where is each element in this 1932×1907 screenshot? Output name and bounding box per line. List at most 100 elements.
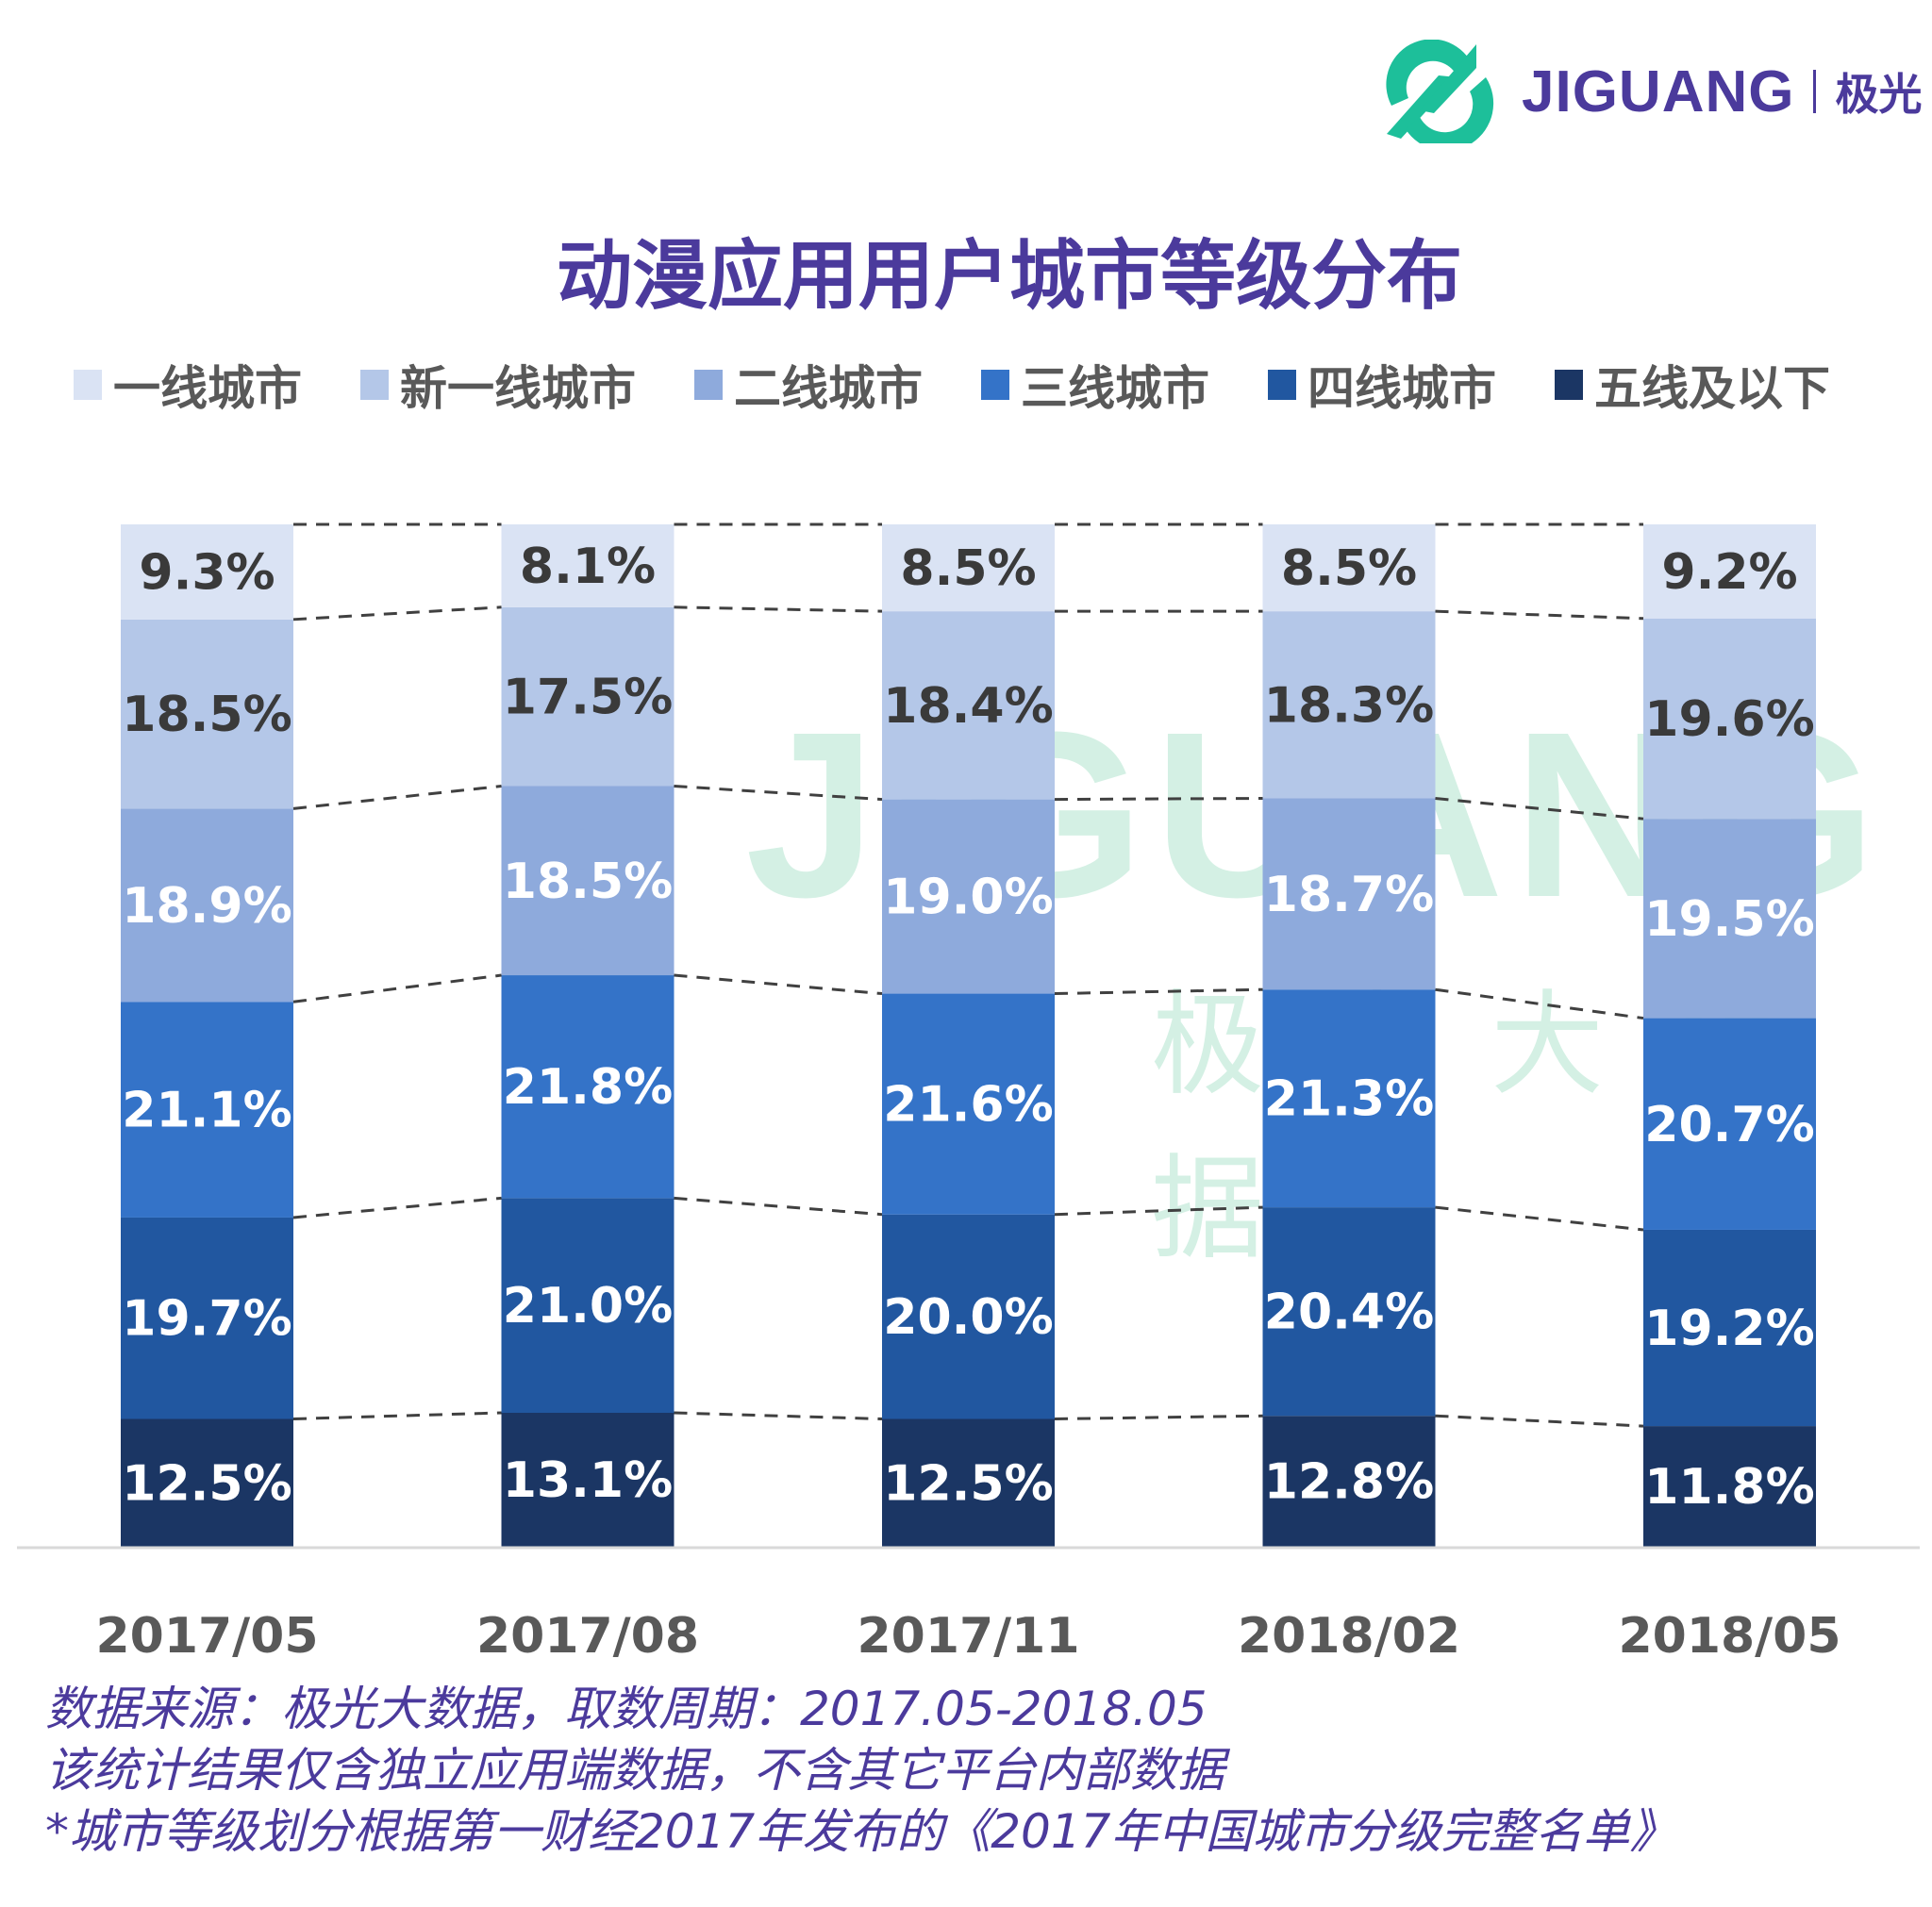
legend-label: 新一线城市 — [400, 361, 636, 416]
bar-segment — [1262, 524, 1436, 612]
data-label: 21.0% — [503, 1278, 673, 1335]
legend-item: 新一线城市 — [360, 351, 636, 419]
bar-segment — [501, 524, 675, 607]
connector-line — [674, 973, 883, 996]
data-label: 21.1% — [122, 1083, 291, 1139]
data-label: 9.2% — [1661, 544, 1797, 601]
data-label: 19.2% — [1644, 1301, 1814, 1357]
connector-line — [1435, 987, 1644, 1020]
bar-segment — [121, 619, 293, 809]
bar-segment — [1643, 618, 1816, 820]
x-tick-label: 2017/08 — [475, 1608, 700, 1665]
data-label: 18.9% — [122, 878, 291, 935]
footnote-source: 数据来源：极光大数据，取数周期：2017.05-2018.05 — [45, 1682, 1208, 1736]
bar-segment — [121, 808, 293, 1003]
data-label: 18.5% — [503, 854, 673, 910]
legend-swatch — [360, 370, 389, 400]
bar-segment — [501, 606, 675, 787]
data-label: 20.7% — [1644, 1097, 1814, 1153]
connector-line — [674, 1196, 883, 1217]
jiguang-logo-icon — [1386, 40, 1494, 143]
legend-item: 一线城市 — [74, 351, 302, 419]
bar-segment — [882, 1418, 1055, 1547]
connector-line — [1435, 609, 1644, 621]
logo-text: JIGUANG — [1522, 58, 1795, 124]
data-label: 12.8% — [1264, 1454, 1434, 1511]
logo: JIGUANG 极光 — [1382, 40, 1922, 143]
data-label: 12.5% — [883, 1455, 1053, 1512]
legend-swatch — [1268, 370, 1296, 400]
x-tick-label: 2017/11 — [857, 1608, 1080, 1665]
connector-line — [1054, 987, 1263, 996]
data-label: 21.8% — [503, 1059, 673, 1116]
x-tick-label: 2018/05 — [1618, 1608, 1841, 1665]
legend-item: 三线城市 — [981, 351, 1209, 419]
data-label: 18.7% — [1264, 867, 1434, 923]
connector-line — [1054, 1414, 1263, 1420]
legend-swatch — [74, 370, 102, 400]
data-label: 11.8% — [1644, 1459, 1814, 1516]
data-label: 17.5% — [503, 670, 673, 726]
legend-swatch — [694, 370, 723, 400]
bar-segment — [1643, 524, 1816, 619]
bar-segment — [501, 1198, 675, 1413]
bar-segment — [1262, 989, 1436, 1208]
data-label: 8.5% — [1281, 540, 1417, 597]
connector-line — [292, 1411, 502, 1420]
bar-segment — [1643, 819, 1816, 1019]
bar-segment — [882, 799, 1055, 994]
bar-segment — [882, 611, 1055, 800]
data-label: 8.5% — [900, 540, 1036, 597]
bar-segment — [1643, 1018, 1816, 1230]
legend-swatch — [981, 370, 1009, 400]
footnote-scope: 该统计结果仅含独立应用端数据，不含其它平台内部数据 — [45, 1743, 1224, 1798]
bar-segment — [501, 786, 675, 976]
bar-segment — [121, 1418, 293, 1547]
connector-line — [674, 605, 883, 613]
logo-text-cn: 极光 — [1835, 69, 1923, 120]
connector-line — [1435, 1205, 1644, 1232]
footnotes: 数据来源：极光大数据，取数周期：2017.05-2018.05 该统计结果仅含独… — [45, 1679, 1677, 1863]
bar-segment — [1262, 1416, 1436, 1547]
connector-line — [1054, 797, 1263, 802]
data-label: 21.6% — [883, 1077, 1053, 1134]
data-label: 20.4% — [1264, 1285, 1434, 1341]
data-label: 12.5% — [122, 1455, 291, 1512]
bar-segment — [1643, 1426, 1816, 1547]
legend-label: 三线城市 — [1021, 361, 1209, 416]
data-label: 9.3% — [139, 544, 275, 601]
legend-item: 二线城市 — [694, 351, 923, 419]
data-label: 19.7% — [122, 1291, 291, 1348]
x-tick-label: 2017/05 — [95, 1608, 319, 1665]
logo-divider — [1813, 70, 1817, 113]
legend-label: 二线城市 — [734, 361, 923, 416]
data-label: 18.4% — [883, 678, 1053, 735]
bar-segment — [1262, 611, 1436, 799]
data-label: 18.3% — [1264, 677, 1434, 734]
legend-item: 四线城市 — [1268, 351, 1496, 419]
data-label: 21.3% — [1264, 1071, 1434, 1128]
connector-line — [292, 1196, 502, 1219]
data-label: 19.0% — [883, 870, 1053, 926]
footnote-city-tier: *城市等级划分根据第一财经2017年发布的《2017年中国城市分级完整名单》 — [45, 1804, 1677, 1859]
connector-line — [1054, 1205, 1263, 1217]
data-label: 13.1% — [503, 1452, 673, 1509]
x-tick-label: 2018/02 — [1237, 1608, 1461, 1665]
connector-line — [292, 605, 502, 622]
legend-label: 五线及以下 — [1594, 361, 1830, 416]
bar-segment — [121, 524, 293, 620]
legend: 一线城市 新一线城市 二线城市 三线城市 四线城市 五线及以下 — [74, 351, 1889, 419]
connector-line — [292, 785, 502, 810]
legend-label: 一线城市 — [113, 361, 302, 416]
bar-segment — [882, 993, 1055, 1215]
chart-title: 动漫应用用户城市等级分布 — [557, 232, 1462, 320]
bar-segment — [882, 1214, 1055, 1419]
bar-segment — [501, 975, 675, 1199]
bar-segment — [121, 1217, 293, 1419]
data-label: 20.0% — [883, 1289, 1053, 1346]
bar-segment — [501, 1412, 675, 1547]
connector-line — [292, 973, 502, 1003]
data-label: 19.6% — [1644, 691, 1814, 748]
legend-label: 四线城市 — [1307, 361, 1496, 416]
